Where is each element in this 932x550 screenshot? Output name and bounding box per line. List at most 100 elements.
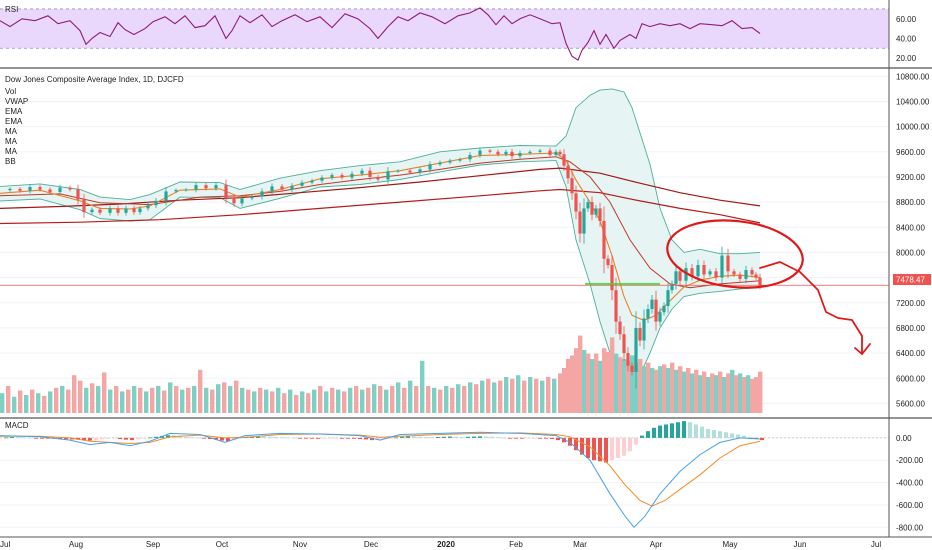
macd-histogram-bar (40, 437, 44, 439)
candle-body (594, 208, 598, 215)
macd-pane[interactable]: 0.00 -200.00 -400.00 -600.00 -800.00 (0, 421, 924, 532)
annotation-ellipse (666, 219, 804, 289)
macd-histogram-bar (418, 436, 422, 438)
macd-histogram-bar (412, 436, 416, 438)
volume-bar (534, 378, 539, 413)
price-tick-label: 8800.00 (896, 198, 925, 207)
candle-body (606, 258, 610, 266)
volume-bar (354, 386, 359, 413)
volume-bar (670, 362, 675, 413)
rsi-pane[interactable]: 60.00 40.00 20.00 (0, 7, 917, 63)
macd-histogram-bar (706, 428, 710, 438)
macd-histogram-bar (700, 426, 704, 438)
candle-body (504, 151, 508, 155)
macd-histogram-bar (346, 437, 350, 439)
volume-bar (666, 368, 671, 413)
macd-histogram-bar (454, 436, 458, 438)
volume-bar (306, 393, 311, 413)
indicator-ma-1[interactable]: MA (5, 127, 18, 136)
volume-bar (682, 371, 687, 413)
macd-histogram-bar (682, 421, 686, 438)
volume-bar (702, 371, 707, 413)
macd-histogram-bar (442, 436, 446, 438)
volume-bar (622, 359, 627, 413)
macd-histogram-bar (532, 437, 536, 439)
macd-histogram-bar (430, 437, 434, 439)
candle-body (638, 327, 642, 341)
time-tick-label: Mar (573, 540, 587, 549)
volume-bar (360, 389, 365, 413)
volume-bar (714, 375, 719, 413)
macd-histogram-bar (226, 437, 230, 442)
volume-bar (330, 387, 335, 413)
indicator-vol[interactable]: Vol (5, 87, 16, 96)
macd-histogram-bar (274, 436, 278, 438)
indicator-ma-3[interactable]: MA (5, 147, 18, 156)
macd-histogram-bar (628, 437, 632, 452)
macd-histogram-bar (28, 437, 32, 439)
volume-bar (642, 366, 647, 413)
candle-body (132, 208, 136, 213)
macd-histogram-bar (358, 437, 362, 439)
volume-bar (586, 353, 591, 413)
candle-body (720, 255, 724, 278)
volume-bar (746, 375, 751, 413)
candle-body (538, 150, 542, 152)
candle-body (510, 151, 514, 157)
macd-histogram-bar (376, 437, 380, 440)
volume-bar (48, 391, 53, 413)
macd-histogram-bar (280, 437, 284, 439)
time-tick-label: 2020 (437, 540, 455, 549)
indicator-ma-2[interactable]: MA (5, 137, 18, 146)
volume-bar (462, 386, 467, 413)
candle-body (76, 189, 80, 200)
volume-bar (318, 386, 323, 413)
macd-histogram-bar (304, 437, 308, 439)
volume-bar (610, 337, 615, 413)
candle-body (528, 151, 532, 154)
macd-histogram-bar (82, 437, 86, 441)
candle-body (204, 185, 208, 189)
volume-bar (120, 391, 125, 413)
rsi-tick-label: 20.00 (896, 54, 917, 63)
candle-body (18, 188, 22, 191)
time-tick-label: Nov (293, 540, 307, 549)
candle-body (684, 268, 688, 281)
macd-histogram-bar (736, 434, 740, 438)
macd-histogram-bar (94, 437, 98, 440)
indicator-vwap[interactable]: VWAP (5, 97, 28, 106)
volume-bar (24, 395, 29, 413)
volume-bar (734, 375, 739, 413)
volume-bar (66, 389, 71, 413)
volume-bar (578, 335, 583, 413)
candle-body (598, 208, 602, 221)
macd-histogram-bar (154, 436, 158, 438)
candle-body (570, 178, 574, 194)
candle-body (58, 187, 62, 193)
candle-body (754, 274, 758, 278)
volume-bar (258, 387, 263, 413)
candle-body (582, 208, 586, 234)
macd-histogram-bar (370, 437, 374, 441)
candle-body (750, 270, 754, 275)
volume-bar (614, 353, 619, 413)
price-tick-label: 5600.00 (896, 399, 925, 408)
macd-histogram-bar (364, 437, 368, 440)
macd-histogram-bar (184, 436, 188, 438)
price-pane[interactable]: 10800.00 10400.00 10000.00 9600.00 9200.00 88… (0, 72, 930, 413)
time-tick-label: Feb (509, 540, 523, 549)
volume-bar (630, 355, 635, 413)
indicator-ema-2[interactable]: EMA (5, 117, 23, 126)
macd-histogram-bar (10, 436, 14, 438)
volume-bar (96, 386, 101, 413)
indicator-bb[interactable]: BB (5, 157, 16, 166)
indicator-ema-1[interactable]: EMA (5, 107, 23, 116)
macd-histogram-bar (484, 436, 488, 438)
macd-histogram-bar (292, 437, 296, 439)
macd-histogram-bar (748, 436, 752, 438)
candle-body (654, 299, 658, 322)
rsi-line (0, 7, 761, 61)
bollinger-upper (0, 88, 761, 255)
